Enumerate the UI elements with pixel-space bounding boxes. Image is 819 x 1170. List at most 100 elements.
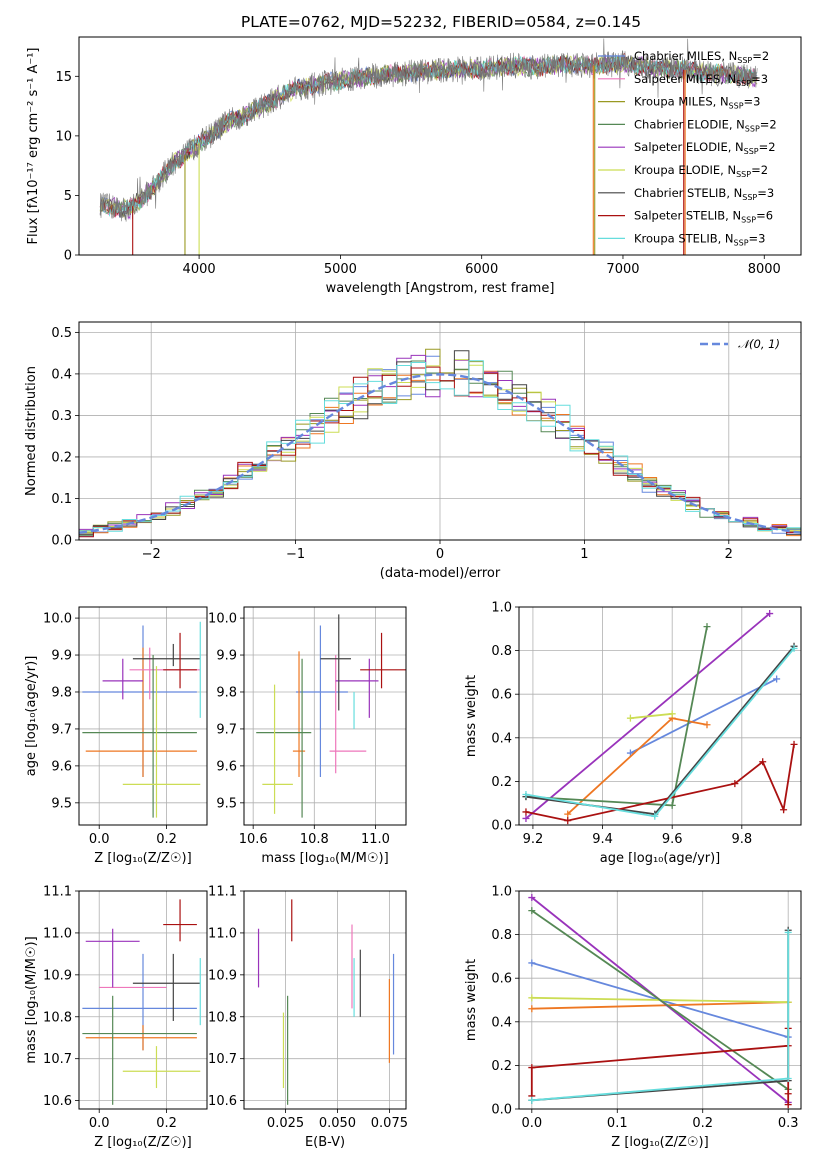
legend-label-tail: =2 (760, 117, 777, 131)
legend-entry: Kroupa ELODIE, NSSP=2 (634, 163, 768, 179)
axes-frame (518, 890, 802, 1110)
y-tick-label: 10.9 (208, 968, 237, 983)
y-tick-label: 11.1 (208, 885, 237, 900)
y-tick-label: 0.6 (491, 972, 512, 987)
legend-label-sub: SSP (736, 170, 751, 179)
data-point-marker (668, 710, 676, 718)
axes-frame (78, 321, 802, 541)
data-point-marker (651, 812, 659, 820)
x-axis-label: Z [log₁₀(Z/Z☉)] (94, 1135, 191, 1150)
legend-entry: Chabrier MILES, NSSP=2 (634, 49, 769, 65)
y-tick-label: 15 (55, 70, 72, 85)
legend-label-main: Salpeter MILES, N (634, 72, 736, 86)
data-point-marker (780, 806, 788, 814)
x-axis-label: Z [log₁₀(Z/Z☉)] (94, 851, 191, 866)
legend-label-tail: =3 (749, 231, 766, 245)
y-tick-label: 0.8 (491, 644, 512, 659)
errorbar-point (329, 655, 367, 774)
errorbar-point (85, 928, 140, 988)
legend-label-main: Chabrier MILES, N (634, 49, 737, 63)
legend-label-sub: SSP (736, 79, 751, 88)
errorbar-point (256, 658, 312, 818)
x-tick-label: 2 (725, 547, 733, 562)
legend-entry: 𝒩(0, 1) (738, 337, 780, 351)
legend-label-tail: =3 (751, 72, 768, 86)
y-tick-label: 1.0 (491, 885, 512, 900)
axes-mass_vs_EBV: 0.025 0.050 0.075 10.6 10.7 10.8 10.9 11.0 11.1 E… (208, 885, 408, 1151)
x-tick-label: 0 (436, 547, 444, 562)
legend-label-sub: SSP (741, 216, 756, 225)
errorbar-point (262, 684, 293, 814)
plot-area-weight_vs_age (519, 607, 801, 825)
data-point-marker (528, 1064, 536, 1072)
y-axis-label: mass weight (464, 959, 479, 1041)
legend-label-sub: SSP (744, 147, 759, 156)
y-tick-label: 10.8 (208, 1010, 237, 1025)
legend-entry: Salpeter STELIB, NSSP=6 (634, 209, 773, 225)
data-point-marker (528, 1005, 536, 1013)
errorbar-point (335, 658, 379, 718)
x-axis-label: (data-model)/error (380, 566, 501, 581)
x-axis-label: Z [log₁₀(Z/Z☉)] (611, 1135, 708, 1150)
x-tick-label: −2 (142, 547, 161, 562)
x-tick-label: 0.0 (89, 1116, 110, 1131)
errorbar-point (82, 655, 197, 818)
y-tick-label: 10.6 (43, 1094, 72, 1109)
y-tick-label: 0.4 (491, 1015, 512, 1030)
y-tick-label: 0.4 (51, 367, 72, 382)
legend-entry: Kroupa STELIB, NSSP=3 (634, 231, 765, 247)
legend-label-sub: SSP (745, 124, 760, 133)
y-tick-label: 10 (55, 129, 72, 144)
errorbar-point (360, 632, 406, 689)
x-tick-label: 11.0 (361, 832, 390, 847)
errorbar-point (163, 632, 197, 689)
y-tick-label: 0.2 (491, 775, 512, 790)
legend-label-tail: =2 (759, 140, 776, 154)
axes-residuals: −2 −1 0 1 2 0.0 0.1 0.2 0.3 0.4 0.5 (data-model)/er… (24, 321, 802, 581)
y-tick-label: 9.7 (51, 722, 72, 737)
y-tick-label: 5 (64, 189, 72, 204)
x-tick-label: 0.2 (156, 1116, 177, 1131)
x-tick-label: 0.2 (156, 832, 177, 847)
errorbar-point (320, 614, 351, 711)
axes-age_vs_mass: 10.6 10.8 11.0 9.5 9.6 9.7 9.8 9.9 10.0 mass [log… (208, 606, 407, 866)
y-tick-label: 0.2 (491, 1059, 512, 1074)
axes-frame (78, 890, 208, 1110)
legend-label-tail: =3 (744, 95, 761, 109)
y-tick-label: 9.7 (216, 722, 237, 737)
plot-area-mass_vs_EBV (244, 891, 406, 1109)
x-tick-label: 0.050 (319, 1116, 356, 1131)
errorbar-point (132, 643, 201, 667)
y-axis-label: mass [log₁₀(M/M☉)] (24, 936, 39, 1063)
y-tick-label: 10.8 (43, 1010, 72, 1025)
y-tick-label: 10.0 (208, 612, 237, 627)
y-tick-label: 11.0 (208, 926, 237, 941)
x-tick-label: 9.4 (592, 832, 613, 847)
legend-label-main: Kroupa ELODIE, N (634, 163, 736, 177)
data-point-marker (731, 780, 739, 788)
data-point-marker (784, 1074, 792, 1082)
errorbar-point (132, 953, 201, 1021)
errorbar-point (163, 899, 197, 942)
legend-label-main: Kroupa MILES, N (634, 95, 729, 109)
data-point-marker (759, 758, 767, 766)
y-tick-label: 11.1 (43, 885, 72, 900)
y-tick-label: 0.0 (491, 819, 512, 834)
x-tick-label: 9.8 (731, 832, 752, 847)
y-tick-label: 9.9 (51, 649, 72, 664)
legend-label-tail: =3 (757, 186, 774, 200)
axes-frame (78, 36, 802, 256)
x-tick-label: 6000 (465, 262, 498, 277)
legend-entry: Salpeter ELODIE, NSSP=2 (634, 140, 776, 156)
plot-area-age_vs_Z (79, 607, 207, 825)
data-point-marker (668, 801, 676, 809)
errorbar-point (82, 995, 197, 1105)
series-line-green (531, 909, 789, 1091)
y-axis-label: Normed distribution (24, 366, 39, 496)
x-tick-label: 9.2 (523, 832, 544, 847)
data-point-marker (564, 810, 572, 818)
plot-area-residuals (79, 322, 801, 540)
data-point-marker (784, 1090, 792, 1098)
y-tick-label: 0.0 (491, 1103, 512, 1118)
x-tick-label: 0.2 (692, 1116, 713, 1131)
